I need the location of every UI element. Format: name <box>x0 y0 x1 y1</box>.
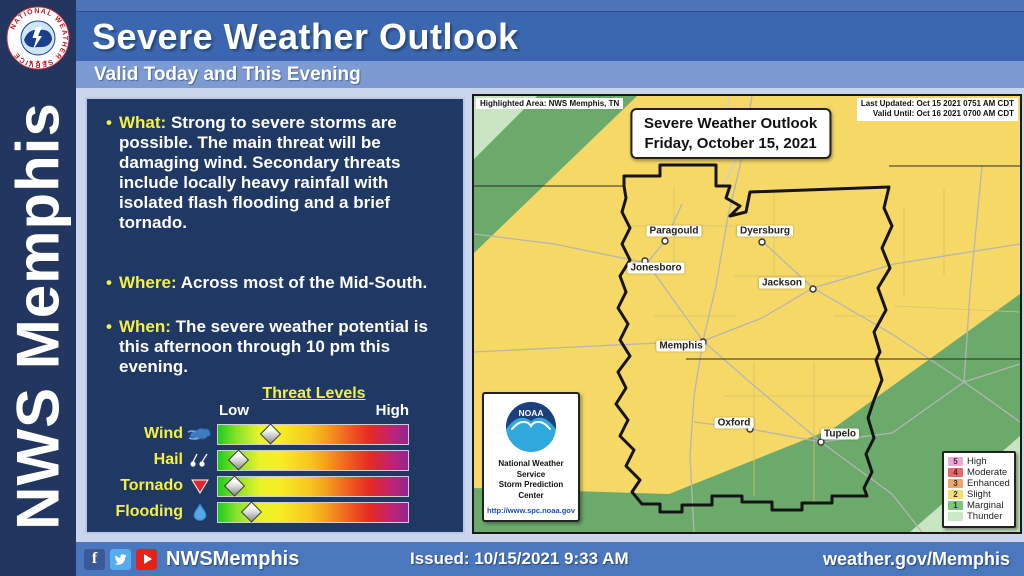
social-links: f NWSMemphis <box>84 542 299 576</box>
facebook-icon[interactable]: f <box>84 548 105 570</box>
footer-bar: f NWSMemphis Issued: 10/15/2021 9:33 AM … <box>76 542 1024 576</box>
bullet-when: • When: The severe weather potential is … <box>99 317 451 377</box>
threat-levels-title: Threat Levels <box>262 385 366 403</box>
nws-logo-icon: NATIONAL WEATHER SERVICE ★ ★ ★ <box>6 6 70 70</box>
map-title-box: Severe Weather Outlook Friday, October 1… <box>630 108 832 159</box>
city-label-paragould: Paragould <box>646 225 702 237</box>
bullet-dot: • <box>106 273 112 293</box>
credit-line1: National Weather Service <box>498 458 564 479</box>
sidebar-vertical-title: NWS Memphis <box>4 102 72 530</box>
highlighted-area-label: Highlighted Area: NWS Memphis, TN <box>476 98 624 109</box>
threat-marker-diamond <box>227 449 249 472</box>
threat-marker-diamond <box>241 501 263 524</box>
twitter-icon[interactable] <box>110 548 131 570</box>
city-label-tupelo: Tupelo <box>820 428 860 440</box>
risk-marginal-band-nw <box>474 96 637 253</box>
update-timestamps: Last Updated: Oct 15 2021 0751 AM CDT Va… <box>856 98 1018 121</box>
legend-row-enhanced: 3 Enhanced <box>948 479 1010 489</box>
valid-until: Valid Until: Oct 16 2021 0700 AM CDT <box>872 109 1014 119</box>
validity-subtitle: Valid Today and This Evening <box>94 63 361 85</box>
where-label: Where: <box>119 273 177 293</box>
legend-row-marginal: 1 Marginal <box>948 501 1010 511</box>
legend-swatch-marginal: 1 <box>948 501 963 511</box>
noaa-logo-icon: NOAA <box>506 401 556 452</box>
threat-row-flooding: Flooding <box>99 501 451 524</box>
low-label: Low <box>219 402 249 420</box>
legend-swatch-thunder <box>948 512 963 522</box>
bullet-what: • What: Strong to severe storms are poss… <box>99 113 451 233</box>
legend-swatch-enhanced: 3 <box>948 479 963 489</box>
city-label-jackson: Jackson <box>758 277 806 289</box>
sidebar: NATIONAL WEATHER SERVICE ★ ★ ★ NWS Memph… <box>0 0 76 576</box>
city-label-memphis: Memphis <box>656 340 706 352</box>
spc-url-link[interactable]: http://www.spc.noaa.gov <box>486 506 576 515</box>
threat-row-wind: Wind <box>99 423 451 446</box>
threat-marker-diamond <box>223 475 246 498</box>
header-top-strip <box>76 0 1024 12</box>
last-updated: Last Updated: Oct 15 2021 0751 AM CDT <box>860 99 1014 108</box>
subheader-band: Valid Today and This Evening <box>76 61 1024 88</box>
city-label-jonesboro: Jonesboro <box>627 262 685 274</box>
hail-threat-bar <box>217 449 409 472</box>
bullet-dot: • <box>106 113 112 132</box>
issued-timestamp: Issued: 10/15/2021 9:33 AM <box>410 549 629 568</box>
bullet-dot: • <box>106 317 112 337</box>
legend-swatch-slight: 2 <box>948 490 963 500</box>
tornado-icon <box>183 478 217 495</box>
outlook-map: Highlighted Area: NWS Memphis, TN Last U… <box>472 94 1022 534</box>
legend-row-thunder: Thunder <box>948 512 1010 522</box>
bullet-where: • Where: Across most of the Mid-South. <box>99 273 451 293</box>
page-title: Severe Weather Outlook <box>92 15 519 57</box>
map-title-line1: Severe Weather Outlook <box>644 115 818 132</box>
wind-threat-bar <box>217 423 409 446</box>
what-text: Strong to severe storms are possible. Th… <box>119 113 401 233</box>
legend-swatch-moderate: 4 <box>948 468 963 478</box>
threat-row-tornado: Tornado <box>99 475 451 498</box>
cwa-boundary-outline <box>614 163 894 514</box>
noaa-credit-box: NOAA National Weather Service Storm Pred… <box>482 391 580 522</box>
youtube-icon[interactable] <box>136 548 157 570</box>
city-label-dyersburg: Dyersburg <box>736 225 794 237</box>
risk-thunder-corner-nw <box>474 96 537 159</box>
wind-gust-icon <box>183 426 217 442</box>
threat-row-hail: Hail <box>99 449 451 472</box>
flood-drop-icon <box>183 503 217 522</box>
legend-swatch-high: 5 <box>948 457 963 467</box>
legend-row-slight: 2 Slight <box>948 490 1010 500</box>
svg-text:NOAA: NOAA <box>518 408 543 418</box>
svg-text:★ ★ ★: ★ ★ ★ <box>28 59 47 66</box>
risk-marginal-band-se <box>474 294 1020 532</box>
where-text: Across most of the Mid-South. <box>180 273 428 293</box>
threat-marker-diamond <box>260 423 282 446</box>
flooding-threat-bar <box>217 501 409 524</box>
tornado-threat-bar <box>217 475 409 498</box>
city-label-oxford: Oxford <box>714 417 754 429</box>
state-lines <box>474 165 1020 360</box>
threat-scale-labels: Low High <box>219 403 409 420</box>
risk-legend: 5 High 4 Moderate 3 Enhanced 2 Slight 1 … <box>942 450 1016 528</box>
info-panel: • What: Strong to severe storms are poss… <box>85 97 465 534</box>
map-title-line2: Friday, October 15, 2021 <box>644 134 817 152</box>
high-label: High <box>375 402 409 420</box>
credit-line2: Storm Prediction Center <box>498 480 564 501</box>
social-handle[interactable]: NWSMemphis <box>166 547 300 570</box>
legend-row-high: 5 High <box>948 457 1010 467</box>
legend-row-moderate: 4 Moderate <box>948 468 1010 478</box>
website-link[interactable]: weather.gov/Memphis <box>822 548 1010 569</box>
when-text: The severe weather potential is this aft… <box>119 317 428 377</box>
hail-icon <box>183 452 217 468</box>
header-band: Severe Weather Outlook <box>76 12 1024 61</box>
when-label: When: <box>119 317 171 337</box>
what-label: What: <box>119 113 167 132</box>
